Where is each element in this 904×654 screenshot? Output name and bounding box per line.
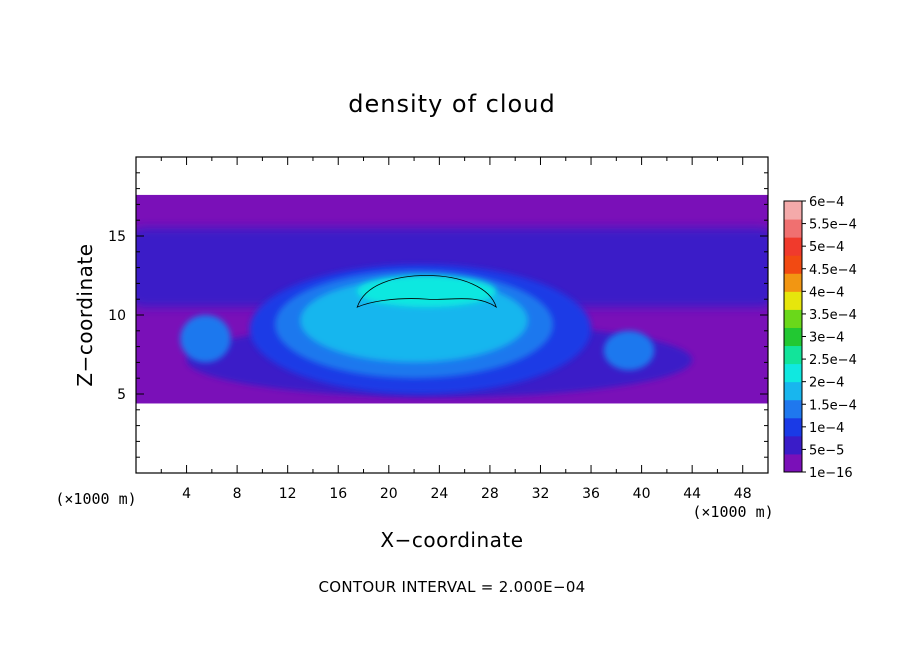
chart-title: density of cloud [348, 90, 555, 118]
colorbar-label: 2e−4 [809, 376, 844, 391]
x-axis-ticks: 4 8 12 16 20 24 28 32 36 40 44 48 [160, 157, 752, 502]
x-tick-label: 28 [481, 486, 499, 502]
colorbar-label: 5e−4 [809, 240, 844, 255]
y-tick-label: 5 [117, 387, 126, 403]
colorbar-swatch [784, 399, 802, 419]
colorbar-swatch [784, 201, 802, 220]
density-region [180, 315, 231, 363]
contour-line [356, 275, 497, 309]
colorbar-swatch [784, 363, 802, 383]
x-tick-label: 4 [182, 486, 191, 502]
colorbar-label: 2.5e−4 [809, 353, 857, 368]
x-unit-label: (×1000 m) [692, 503, 773, 521]
y-axis-label: Z−coordinate [73, 243, 97, 386]
x-tick-label: 20 [380, 486, 398, 502]
y-tick-label: 15 [108, 229, 126, 245]
colorbar-label: 4e−4 [809, 285, 844, 300]
density-region [603, 330, 655, 371]
colorbar: 1e−16 5e−5 1e−4 1.5e−4 2e−4 2.5e−4 3e−4 3.5e−4 4… [783, 195, 857, 481]
colorbar-swatch [784, 237, 802, 256]
colorbar-label: 5.5e−4 [809, 218, 857, 233]
colorbar-swatch [784, 381, 802, 401]
colorbar-label: 1.5e−4 [809, 398, 857, 413]
colorbar-swatch [784, 291, 802, 310]
density-region [357, 275, 497, 308]
colorbar-label: 3.5e−4 [809, 308, 857, 323]
y-unit-label: (×1000 m) [55, 490, 136, 508]
y-tick-label: 10 [108, 308, 126, 324]
colorbar-label: 1e−4 [809, 421, 844, 436]
colorbar-label: 1e−16 [809, 466, 853, 481]
colorbar-label: 6e−4 [809, 195, 844, 210]
y-axis-ticks: 5 10 15 [108, 172, 768, 458]
x-tick-label: 32 [532, 486, 550, 502]
colorbar-swatch [784, 273, 802, 292]
contour-interval-note: CONTOUR INTERVAL = 2.000E−04 [318, 578, 585, 596]
colorbar-label: 5e−5 [809, 443, 844, 458]
colorbar-swatch [784, 309, 802, 328]
colorbar-label: 3e−4 [809, 331, 844, 346]
x-tick-label: 40 [633, 486, 651, 502]
x-tick-label: 24 [430, 486, 448, 502]
x-tick-label: 8 [233, 486, 242, 502]
x-tick-label: 44 [683, 486, 701, 502]
colorbar-swatch [784, 327, 802, 347]
colorbar-label: 4.5e−4 [809, 263, 857, 278]
colorbar-swatch [784, 219, 802, 238]
colorbar-swatch [784, 453, 802, 473]
colorbar-swatch [784, 255, 802, 274]
colorbar-swatch [784, 345, 802, 365]
x-tick-label: 16 [329, 486, 347, 502]
x-tick-label: 12 [279, 486, 297, 502]
colorbar-swatch [784, 417, 802, 437]
x-tick-label: 36 [582, 486, 600, 502]
x-axis-label: X−coordinate [380, 528, 523, 552]
x-tick-label: 48 [734, 486, 752, 502]
colorbar-swatch [784, 435, 802, 455]
